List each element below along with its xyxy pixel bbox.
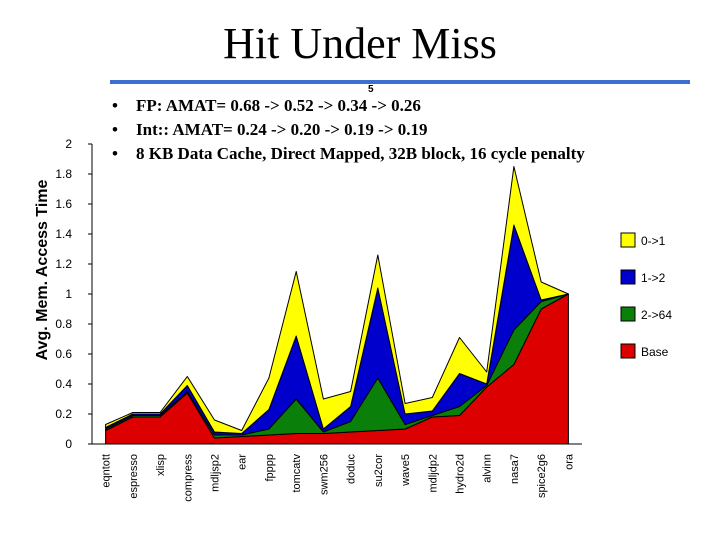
legend-label: Base [641,345,669,359]
x-tick-label: ora [563,453,575,470]
bullet-cache-config: 8 KB Data Cache, Direct Mapped, 32B bloc… [112,142,585,166]
legend-swatch [620,269,636,285]
y-tick-label: 0.6 [55,347,72,361]
x-tick-label: compress [182,454,194,502]
x-tick-label: mdljsp2 [210,454,222,492]
y-axis-label: Avg. Mem. Access Time [34,179,51,360]
bullet-fp-amat: FP: AMAT= 0.68 -> 0.52 -> 0.34 -> 0.26 [112,94,585,118]
y-tick-label: 0.2 [55,407,72,421]
x-tick-label: tomcatv [291,454,303,493]
x-tick-label: swm256 [318,454,330,495]
legend-swatch [620,343,636,359]
slide-title: Hit Under Miss [223,19,497,68]
x-tick-label: xlisp [155,454,167,476]
bullet-list: FP: AMAT= 0.68 -> 0.52 -> 0.34 -> 0.26 I… [112,94,585,166]
slide-number: 5 [368,84,374,95]
x-tick-label: wave5 [400,454,412,487]
y-tick-label: 0.8 [55,317,72,331]
y-tick-label: 1.2 [55,257,72,271]
y-tick-label: 1 [65,287,72,301]
bullet-int-amat: Int:: AMAT= 0.24 -> 0.20 -> 0.19 -> 0.19 [112,118,585,142]
x-tick-label: spice2g6 [536,454,548,498]
y-tick-label: 1.4 [55,227,72,241]
chart-legend: 0->1 1->2 2->64 Base [620,232,672,359]
area-series-3 [105,166,569,434]
x-tick-label: fpppp [264,454,276,482]
legend-label: 0->1 [641,234,666,248]
y-tick-label: 2 [65,137,72,151]
legend-swatch [620,306,636,322]
x-tick-label: doduc [346,454,358,484]
x-tick-label: nasa7 [509,454,521,484]
x-tick-label: espresso [128,454,140,499]
legend-label: 2->64 [641,308,672,322]
legend-label: 1->2 [641,271,666,285]
y-tick-label: 0 [65,437,72,451]
x-tick-labels: eqntott espresso xlisp compress mdljsp2 ear fp… [101,453,576,502]
x-tick-label: mdljdp2 [427,454,439,493]
y-tick-label: 1.8 [55,167,72,181]
legend-swatch [620,232,636,248]
x-tick-label: hydro2d [455,454,467,494]
title-rule [110,80,690,84]
x-tick-label: su2cor [373,454,385,487]
y-tick-label: 0.4 [55,377,72,391]
y-tick-label: 1.6 [55,197,72,211]
x-tick-label: alvinn [482,454,494,483]
x-tick-label: eqntott [101,454,113,488]
chart-areas [105,166,569,445]
x-tick-label: ear [237,454,249,470]
